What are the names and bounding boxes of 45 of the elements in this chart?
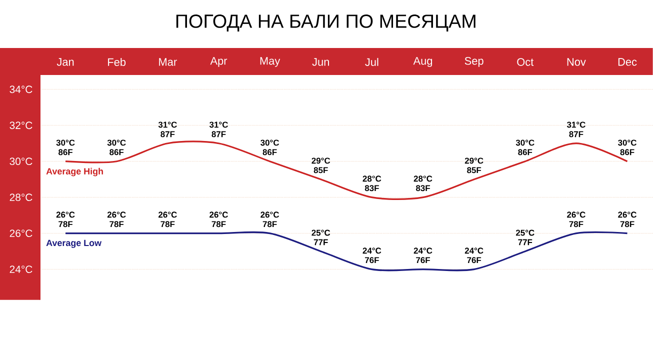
chart-title: ПОГОДА НА БАЛИ ПО МЕСЯЦАМ <box>176 14 476 32</box>
x-tick-label: Feb <box>108 58 126 66</box>
x-tick-label: Apr <box>210 57 228 67</box>
x-tick-label: Jun <box>312 58 329 66</box>
x-tick-label: Sep <box>464 57 484 67</box>
data-label: 25°C 77F <box>312 230 330 246</box>
x-tick-label: Jan <box>56 58 74 66</box>
data-label: 31°C 87F <box>566 122 586 138</box>
data-label: 26°C 78F <box>260 212 280 228</box>
data-label: 26°C 78F <box>158 212 177 228</box>
data-label: 29°C 85F <box>464 158 484 174</box>
x-tick-label: Mar <box>159 58 177 66</box>
y-tick-label: 30°C <box>10 158 32 166</box>
y-tick-label: 32°C <box>10 122 32 130</box>
y-tick-label: 28°C <box>10 194 32 202</box>
data-label: 26°C 78F <box>618 212 636 228</box>
series-label: Average Low <box>46 240 102 248</box>
y-tick-label: 26°C <box>10 230 32 238</box>
data-label: 26°C 78F <box>56 212 75 228</box>
x-tick-label: Jul <box>365 58 378 66</box>
data-label: 30°C 86F <box>260 140 280 156</box>
data-label: 30°C 86F <box>107 140 126 156</box>
data-label: 24°C 76F <box>362 248 382 264</box>
x-tick-label: Dec <box>618 58 637 66</box>
x-tick-label: Nov <box>567 58 586 66</box>
x-tick-label: May <box>260 57 280 67</box>
y-tick-label: 34°C <box>10 86 32 94</box>
data-label: 30°C 86F <box>516 140 534 156</box>
data-label: 24°C 76F <box>414 248 432 264</box>
y-tick-label: 24°C <box>10 266 32 274</box>
data-label: 25°C 77F <box>516 230 534 246</box>
x-tick-label: Oct <box>517 58 534 66</box>
x-tick-label: Aug <box>413 57 432 67</box>
data-label: 26°C 78F <box>210 212 228 228</box>
data-label: 28°C 83F <box>414 176 432 192</box>
data-label: 26°C 78F <box>567 212 586 228</box>
data-label: 30°C 86F <box>618 140 636 156</box>
data-label: 31°C 87F <box>209 122 228 138</box>
data-label: 31°C 87F <box>158 122 177 138</box>
data-label: 26°C 78F <box>107 212 126 228</box>
data-label: 29°C 85F <box>312 158 330 174</box>
data-label: 30°C 86F <box>56 140 75 156</box>
series-label: Average High <box>46 168 103 176</box>
data-label: 28°C 83F <box>362 176 382 192</box>
data-label: 24°C 76F <box>464 248 484 264</box>
